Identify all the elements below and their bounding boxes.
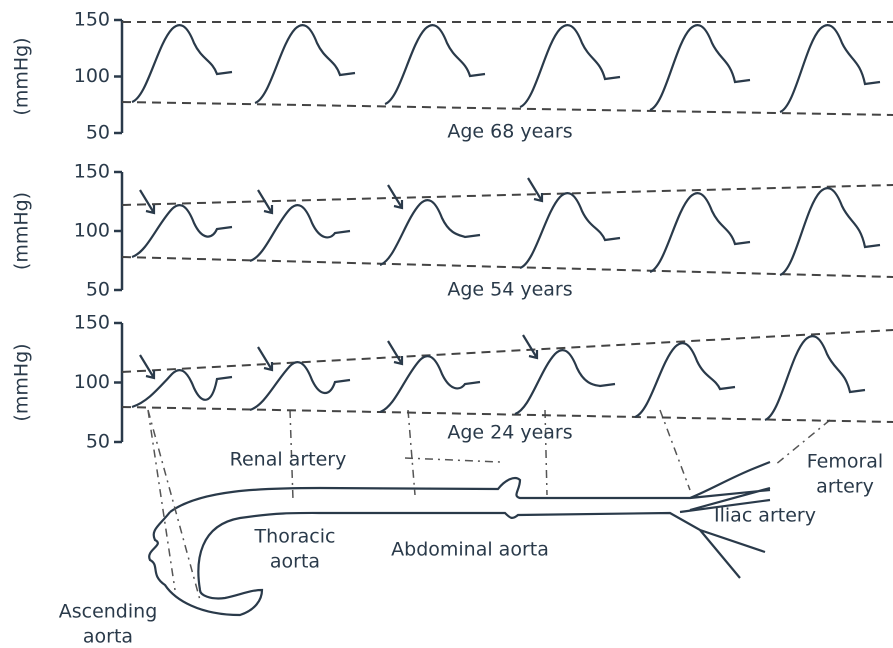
y-axis-label: (mmHg) (11, 37, 33, 115)
y-tick-label: 150 (74, 161, 110, 183)
aorta (147, 409, 831, 617)
arrow (387, 184, 404, 210)
arrow (139, 189, 156, 215)
anatomy-label: Ascending (59, 601, 158, 623)
anatomy-label: aorta (270, 551, 320, 573)
arrow (522, 334, 539, 360)
pressure-wave (131, 24, 233, 104)
y-tick-label: 50 (86, 279, 110, 301)
y-axis-label: (mmHg) (11, 343, 33, 421)
aorta-outer-wall (169, 460, 771, 513)
y-tick-label: 150 (74, 9, 110, 31)
pressure-wave (634, 342, 736, 419)
age-label: Age 68 years (447, 121, 572, 143)
y-tick-label: 100 (74, 371, 110, 393)
pressure-wave (779, 187, 881, 277)
pressure-wave (649, 24, 751, 112)
pressure-wave (131, 369, 233, 409)
arrow (527, 177, 544, 203)
pressure-wave (514, 349, 616, 416)
dashed-line (121, 406, 893, 423)
dashed-line (121, 329, 893, 373)
anatomy-label: artery (816, 476, 874, 498)
dashed-line (121, 101, 893, 116)
ascending-aorta (148, 511, 264, 617)
y-tick-label: 50 (86, 122, 110, 144)
arrow (139, 354, 156, 380)
pressure-wave (779, 24, 881, 114)
arrow (387, 340, 404, 366)
pressure-wave (254, 24, 356, 105)
aorta-inner-wall (197, 498, 771, 591)
pressure-wave (519, 192, 621, 270)
y-tick-label: 50 (86, 431, 110, 453)
pressure-wave (131, 204, 233, 259)
dashed-line (121, 256, 893, 278)
anatomy-label: Renal artery (230, 449, 347, 471)
age-label: Age 54 years (447, 279, 572, 301)
y-axis-label: (mmHg) (11, 192, 33, 270)
arrow (257, 189, 274, 215)
y-tick-label: 100 (74, 65, 110, 87)
anatomy-label: Abdominal aorta (391, 539, 549, 561)
guide-lines (147, 409, 831, 601)
anatomy-label: Iliac artery (714, 505, 816, 527)
pressure-wave (649, 192, 751, 274)
pressure-wave (249, 204, 351, 263)
anatomy-label: Thoracic (254, 526, 336, 548)
anatomy-label: Femoral (807, 451, 883, 473)
pressure-wave (764, 335, 866, 422)
anatomy-label: aorta (83, 626, 133, 648)
dashed-line (121, 184, 893, 206)
pressure-wave (519, 24, 621, 109)
arrow (257, 346, 274, 372)
age-label: Age 24 years (447, 422, 572, 444)
y-tick-label: 150 (74, 312, 110, 334)
pressure-wave (384, 24, 486, 106)
pressure-wave (379, 199, 481, 267)
y-tick-label: 100 (74, 220, 110, 242)
pressure-wave (249, 361, 351, 412)
pressure-wave (379, 355, 481, 414)
